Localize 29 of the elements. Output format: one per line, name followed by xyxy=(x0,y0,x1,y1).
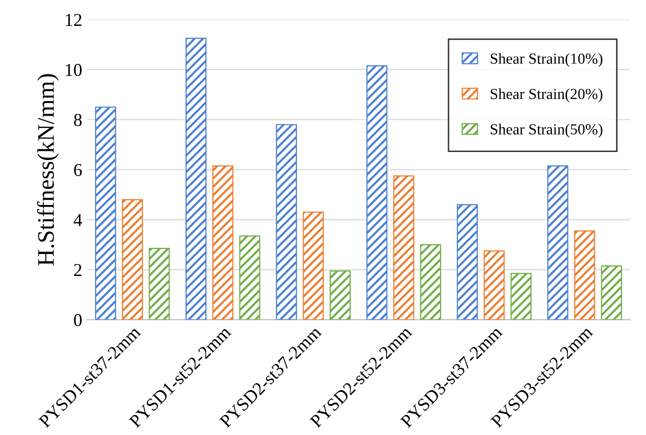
bar xyxy=(122,199,143,320)
bar xyxy=(484,250,505,320)
y-tick-label: 10 xyxy=(66,64,82,76)
bar xyxy=(366,65,388,320)
bar xyxy=(148,248,170,320)
bar xyxy=(456,204,478,320)
y-tick-label: 0 xyxy=(74,314,82,326)
y-tick-label: 4 xyxy=(74,214,82,226)
legend-label: Shear Strain(10%) xyxy=(490,53,602,67)
bar xyxy=(212,165,234,320)
y-tick-label: 12 xyxy=(66,14,82,26)
y-tick-label: 2 xyxy=(74,264,82,276)
y-tick-label: 8 xyxy=(74,114,82,126)
bar xyxy=(239,235,260,320)
bar xyxy=(276,124,297,320)
bar xyxy=(186,38,207,320)
bar xyxy=(547,165,568,320)
legend-label: Shear Strain(20%) xyxy=(490,88,602,102)
bar xyxy=(574,230,596,320)
bar xyxy=(330,270,351,320)
bar xyxy=(510,272,532,320)
bar xyxy=(95,106,116,320)
bar xyxy=(302,212,324,320)
y-tick-label: 6 xyxy=(74,164,82,176)
legend-label: Shear Strain(50%) xyxy=(490,124,602,138)
y-axis-title: H.Stiffness(kN/mm) xyxy=(37,74,59,266)
bar xyxy=(393,175,414,320)
bar xyxy=(420,244,442,320)
bar xyxy=(600,265,622,320)
